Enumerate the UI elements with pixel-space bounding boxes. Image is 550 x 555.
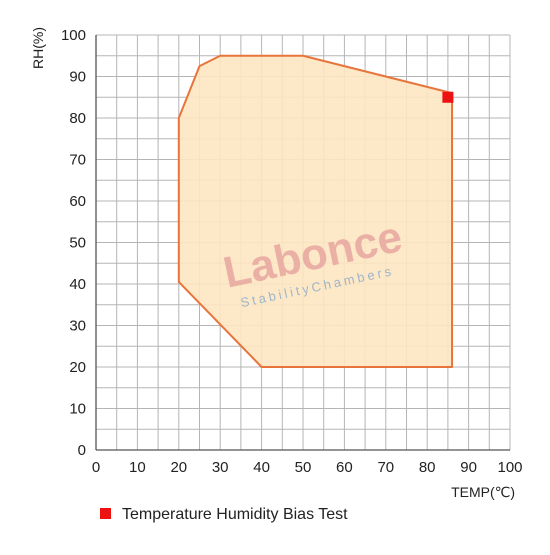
y-tick-label: 90 [69,69,86,86]
markers [442,91,454,103]
x-tick-label: 40 [253,459,270,476]
y-axis-title: RH(%) [30,27,46,69]
axes [95,35,510,451]
legend: Temperature Humidity Bias Test [100,506,348,523]
legend-swatch [100,508,111,519]
x-tick-label: 90 [460,459,477,476]
x-tick-label: 30 [212,459,229,476]
y-tick-label: 30 [69,318,86,335]
x-tick-label: 60 [336,459,353,476]
y-tick-label: 0 [78,442,86,459]
y-tick-label: 20 [69,359,86,376]
x-tick-label: 0 [92,459,100,476]
x-tick-label: 100 [497,459,522,476]
y-tick-label: 40 [69,276,86,293]
y-tick-label: 80 [69,110,86,127]
data-marker [442,91,454,103]
y-tick-label: 50 [69,235,86,252]
operating-region-polygon [177,54,454,368]
y-tick-label: 10 [69,401,86,418]
y-tick-label: 70 [69,152,86,169]
x-tick-label: 10 [129,459,146,476]
x-tick-label: 80 [419,459,436,476]
x-tick-label: 70 [377,459,394,476]
y-tick-label: 100 [61,27,86,44]
x-tick-label: 20 [170,459,187,476]
y-tick-label: 60 [69,193,86,210]
x-axis-title: TEMP(℃) [451,484,515,500]
legend-label: Temperature Humidity Bias Test [122,506,348,523]
x-tick-label: 50 [295,459,312,476]
tick-labels: 0 10 20 30 40 50 60 70 80 90 100 0 10 20 30 40 50 60 70 80 9… [61,27,523,476]
operating-region [177,54,454,368]
